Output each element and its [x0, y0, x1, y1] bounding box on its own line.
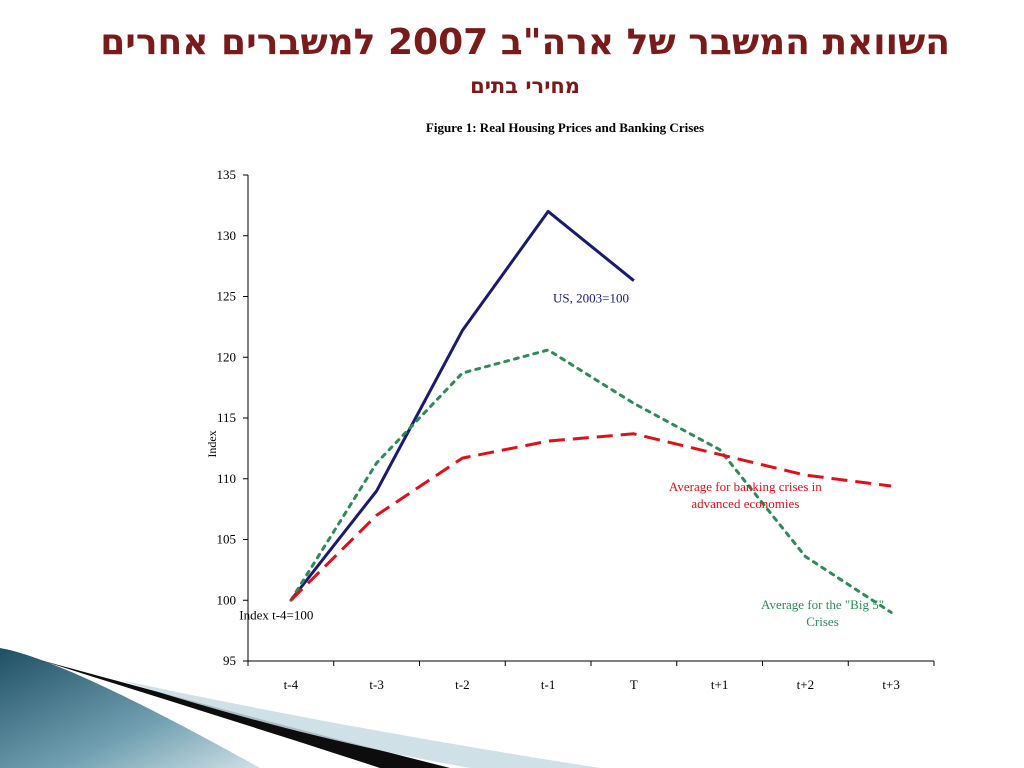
- x-tick-label: t-2: [455, 677, 469, 692]
- chart-annotations: US, 2003=100 Average for banking crises i…: [239, 291, 884, 629]
- annotation-us: US, 2003=100: [553, 291, 629, 306]
- slide-subtitle: מחירי בתים: [470, 74, 580, 98]
- y-tick-label: 115: [217, 410, 236, 425]
- x-tick-label: t+2: [797, 677, 814, 692]
- series-line-2: [289, 432, 892, 602]
- y-tick-label: 125: [217, 289, 237, 304]
- chart-series: [289, 209, 893, 614]
- x-tick-label: t-3: [369, 677, 383, 692]
- y-tick-label: 130: [217, 228, 237, 243]
- y-tick-label: 135: [217, 167, 237, 182]
- y-tick-label: 110: [217, 471, 236, 486]
- y-tick-label: 100: [217, 592, 237, 607]
- annotation-big5: Average for the "Big 5": [761, 597, 884, 612]
- annotation-big5: Crises: [806, 614, 839, 629]
- annotation-adv: advanced economies: [691, 496, 799, 511]
- y-tick-label: 120: [217, 349, 237, 364]
- y-tick-label: 95: [223, 653, 236, 668]
- x-tick-label: t+3: [882, 677, 899, 692]
- annotation-index: Index t-4=100: [239, 608, 313, 623]
- figure-title: Figure 1: Real Housing Prices and Bankin…: [425, 120, 705, 135]
- x-tick-label: t-4: [284, 677, 299, 692]
- x-tick-label: t-1: [541, 677, 555, 692]
- slide-title: השוואת המשבר של ארה"ב 2007 למשברים אחרים: [100, 22, 950, 63]
- x-tick-label: t+1: [711, 677, 728, 692]
- x-tick-label: T: [630, 677, 638, 692]
- y-axis-label: Index: [205, 430, 219, 457]
- y-tick-label: 105: [217, 532, 237, 547]
- series-line-1: [289, 348, 893, 614]
- annotation-adv: Average for banking crises in: [669, 479, 822, 494]
